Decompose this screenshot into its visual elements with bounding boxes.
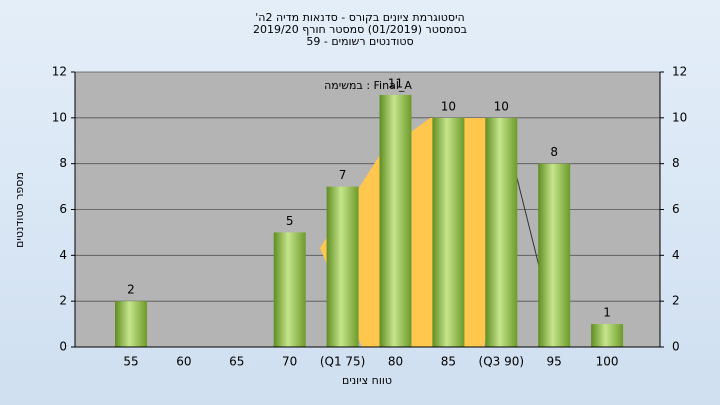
y-tick-label: 4: [59, 248, 67, 262]
x-axis-label: טווח ציונים: [342, 374, 392, 387]
value-label: 11: [388, 76, 403, 90]
y-tick-label: 6: [59, 202, 67, 216]
x-tick-label: (Q1 75): [320, 355, 366, 369]
y-tick-label: 10: [52, 110, 67, 124]
x-tick-label: 100: [596, 355, 619, 369]
y2-tick-label: 0: [672, 340, 680, 354]
x-tick-label: 85: [441, 355, 456, 369]
annotation: Final_A : במשימה: [324, 79, 412, 92]
x-tick-label: 95: [547, 355, 562, 369]
quartile-area: [320, 118, 515, 347]
bar: [538, 163, 571, 347]
value-label: 10: [441, 99, 456, 113]
x-tick-label: (Q3 90): [479, 355, 525, 369]
bar: [485, 117, 518, 347]
value-label: 2: [127, 283, 135, 297]
bar: [273, 232, 306, 347]
y-tick-label: 12: [52, 65, 67, 79]
y2-tick-label: 12: [672, 65, 687, 79]
y-axis-label: מספר סטודנטים: [13, 172, 26, 248]
bar: [379, 94, 412, 348]
x-tick-label: 60: [176, 355, 191, 369]
y2-tick-label: 4: [672, 248, 680, 262]
x-tick-label: 65: [229, 355, 244, 369]
bar: [432, 117, 465, 347]
chart-subtitle: בסמסטר (01/2019) סמסטר חורף 2019/20: [253, 23, 467, 36]
y2-tick-label: 8: [672, 156, 680, 170]
y-tick-label: 2: [59, 294, 67, 308]
x-tick-label: 80: [388, 355, 403, 369]
y-tick-label: 0: [59, 340, 67, 354]
x-tick-label: 70: [282, 355, 297, 369]
bar: [115, 301, 147, 347]
y-tick-label: 8: [59, 156, 67, 170]
value-label: 8: [550, 145, 558, 159]
value-label: 10: [494, 99, 509, 113]
value-label: 5: [286, 214, 294, 228]
y2-tick-label: 6: [672, 202, 680, 216]
chart-title: היסטוגרמת ציונים בקורס - סדנאות מדיה 2ה': [255, 11, 464, 24]
y2-tick-label: 2: [672, 294, 680, 308]
curve-line: [514, 169, 541, 271]
bar: [326, 186, 359, 347]
value-label: 7: [339, 168, 347, 182]
value-label: 1: [603, 306, 611, 320]
x-tick-label: 55: [123, 355, 138, 369]
chart-note: סטודנטים רשומים - 59: [306, 35, 413, 48]
y2-tick-label: 10: [672, 110, 687, 124]
bar: [591, 324, 624, 347]
